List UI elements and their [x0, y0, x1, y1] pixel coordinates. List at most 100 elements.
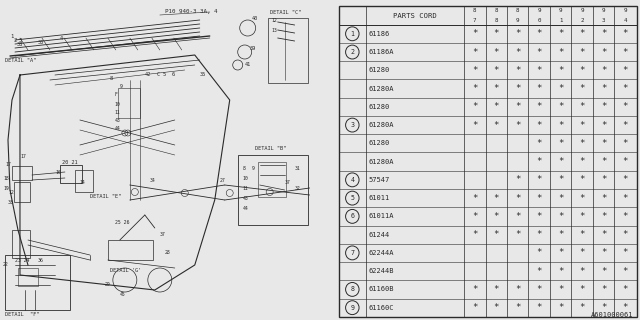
Text: *: *	[579, 29, 585, 38]
Text: 3: 3	[350, 122, 355, 128]
Text: *: *	[622, 267, 628, 276]
Text: *: *	[601, 66, 606, 75]
Text: *: *	[579, 121, 585, 130]
Text: *: *	[493, 212, 499, 221]
Text: *: *	[579, 139, 585, 148]
Text: *: *	[558, 139, 563, 148]
Text: 10: 10	[243, 175, 248, 180]
Text: *: *	[472, 303, 477, 312]
Text: 3: 3	[602, 18, 605, 23]
Text: *: *	[558, 84, 563, 93]
Text: 2: 2	[350, 49, 355, 55]
Text: DETAIL "E": DETAIL "E"	[90, 194, 121, 198]
Text: 62244B: 62244B	[368, 268, 394, 274]
Text: 4: 4	[623, 18, 627, 23]
Text: *: *	[472, 212, 477, 221]
Text: 4: 4	[350, 177, 355, 183]
Text: *: *	[558, 194, 563, 203]
Text: 39: 39	[250, 45, 256, 51]
Text: 61280A: 61280A	[368, 159, 394, 164]
Bar	[14, 182, 30, 202]
Text: *: *	[558, 48, 563, 57]
Text: 4: 4	[60, 36, 63, 41]
Text: *: *	[536, 66, 542, 75]
Text: *: *	[493, 194, 499, 203]
Text: 11: 11	[115, 109, 120, 115]
Text: 7: 7	[473, 18, 477, 23]
Text: 2: 2	[580, 18, 584, 23]
Text: *: *	[601, 267, 606, 276]
Text: *: *	[622, 212, 628, 221]
Text: *: *	[515, 303, 520, 312]
Text: 62244A: 62244A	[368, 250, 394, 256]
Text: *: *	[536, 230, 542, 239]
Text: *: *	[601, 121, 606, 130]
Text: *: *	[601, 139, 606, 148]
Text: 14: 14	[80, 180, 86, 186]
Text: *: *	[622, 303, 628, 312]
Bar	[118, 88, 140, 118]
Text: *: *	[601, 285, 606, 294]
Text: DETAIL "A": DETAIL "A"	[5, 58, 36, 62]
Text: 41: 41	[244, 62, 251, 68]
Text: 44: 44	[115, 125, 120, 131]
Text: *: *	[472, 230, 477, 239]
Text: *: *	[493, 230, 499, 239]
Text: C: C	[157, 71, 160, 76]
Text: 38: 38	[17, 42, 23, 46]
Text: 36: 36	[38, 259, 44, 263]
Text: 8: 8	[516, 8, 520, 13]
Text: *: *	[472, 48, 477, 57]
Text: 9: 9	[580, 8, 584, 13]
Text: *: *	[536, 194, 542, 203]
Text: *: *	[558, 230, 563, 239]
Text: *: *	[579, 84, 585, 93]
Text: *: *	[515, 212, 520, 221]
Text: *: *	[601, 29, 606, 38]
Text: *: *	[515, 175, 520, 184]
Text: *: *	[515, 121, 520, 130]
Text: *: *	[579, 157, 585, 166]
Text: 9: 9	[350, 305, 355, 311]
Text: *: *	[515, 194, 520, 203]
Text: *: *	[493, 303, 499, 312]
Text: *: *	[579, 248, 585, 257]
Text: *: *	[579, 212, 585, 221]
Text: 43: 43	[243, 196, 248, 201]
Text: 8: 8	[243, 165, 246, 171]
Text: *: *	[493, 121, 499, 130]
Text: *: *	[622, 285, 628, 294]
Text: *: *	[536, 212, 542, 221]
Text: *: *	[515, 285, 520, 294]
Bar	[75, 170, 93, 192]
Text: 37: 37	[160, 233, 166, 237]
Text: 20 21: 20 21	[62, 161, 77, 165]
Text: *: *	[558, 212, 563, 221]
Text: 5: 5	[163, 71, 166, 76]
Text: *: *	[622, 121, 628, 130]
Text: 61280: 61280	[368, 104, 389, 110]
Text: 7: 7	[350, 250, 355, 256]
Text: 8: 8	[495, 18, 498, 23]
Text: *: *	[536, 102, 542, 111]
Text: 22: 22	[3, 262, 9, 268]
Text: 16: 16	[55, 170, 61, 174]
Text: *: *	[579, 102, 585, 111]
Text: 61186: 61186	[368, 31, 389, 37]
Text: *: *	[472, 121, 477, 130]
Text: *: *	[558, 29, 563, 38]
Text: *: *	[515, 84, 520, 93]
Text: *: *	[536, 139, 542, 148]
Text: *: *	[536, 267, 542, 276]
Text: 61280: 61280	[368, 67, 389, 73]
Text: 33: 33	[8, 201, 13, 205]
Text: *: *	[579, 230, 585, 239]
Text: 61160C: 61160C	[368, 305, 394, 311]
Text: 61244: 61244	[368, 232, 389, 238]
Text: *: *	[493, 102, 499, 111]
Bar	[60, 165, 82, 183]
Text: *: *	[515, 102, 520, 111]
Text: *: *	[622, 230, 628, 239]
Text: 25 26: 25 26	[115, 220, 129, 225]
Text: A601000061: A601000061	[591, 312, 634, 318]
